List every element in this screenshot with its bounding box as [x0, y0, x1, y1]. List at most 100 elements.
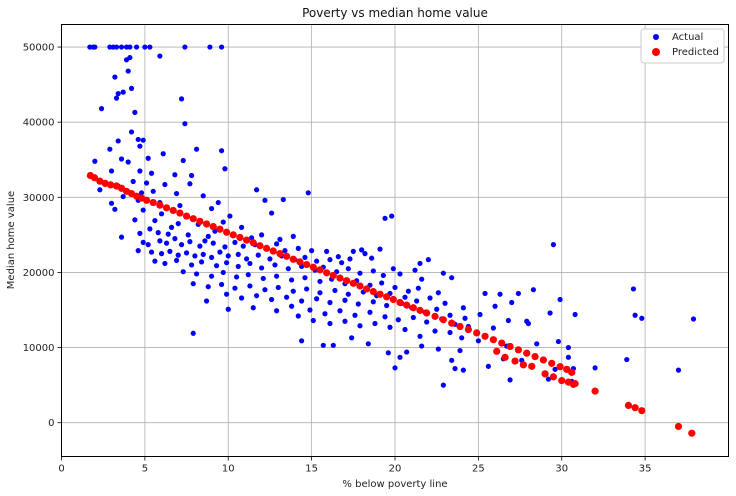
actual-point	[477, 311, 483, 318]
actual-point	[314, 258, 320, 264]
actual-point	[277, 236, 283, 242]
predicted-point	[149, 198, 157, 207]
actual-point	[197, 243, 203, 249]
predicted-point	[101, 179, 109, 188]
actual-point	[137, 143, 143, 149]
actual-point	[432, 328, 438, 334]
actual-point	[248, 235, 255, 241]
actual-point	[435, 290, 441, 296]
predicted-point	[569, 380, 578, 388]
actual-point	[284, 294, 290, 300]
actual-point	[205, 233, 211, 239]
actual-point	[152, 217, 158, 224]
actual-point	[148, 170, 155, 176]
actual-point	[330, 342, 336, 348]
predicted-point	[674, 422, 683, 431]
actual-point	[405, 288, 411, 294]
predicted-point	[506, 342, 514, 351]
actual-point	[140, 207, 146, 213]
predicted-point	[523, 349, 531, 357]
actual-point	[485, 363, 491, 369]
actual-point	[175, 252, 181, 258]
actual-point	[490, 325, 496, 331]
x-tick-label: 25	[472, 464, 485, 475]
predicted-point	[182, 212, 191, 220]
actual-point	[210, 240, 216, 246]
actual-point	[280, 196, 286, 203]
actual-point	[172, 172, 178, 178]
actual-point	[295, 313, 301, 319]
actual-point	[267, 256, 273, 262]
actual-point	[414, 298, 420, 304]
actual-point	[417, 260, 423, 267]
actual-point	[460, 367, 466, 373]
actual-point	[200, 251, 206, 257]
actual-point	[492, 303, 498, 309]
actual-point	[322, 311, 328, 317]
actual-point	[223, 291, 230, 297]
actual-point	[475, 338, 481, 344]
actual-point	[182, 44, 188, 50]
legend-label-predicted: Predicted	[672, 47, 719, 58]
actual-point	[355, 301, 361, 307]
actual-point	[208, 205, 215, 212]
actual-point	[332, 287, 338, 294]
actual-point	[259, 232, 265, 238]
actual-point	[180, 157, 186, 164]
predicted-point	[142, 196, 151, 204]
actual-point	[365, 341, 371, 347]
actual-point	[320, 342, 326, 348]
actual-point	[565, 354, 572, 360]
predicted-point	[107, 181, 115, 189]
actual-point	[97, 187, 103, 193]
actual-point	[213, 263, 220, 269]
actual-point	[193, 146, 200, 152]
actual-point	[145, 242, 151, 248]
predicted-point	[549, 373, 558, 381]
actual-point	[295, 245, 301, 251]
actual-point	[317, 278, 323, 285]
predicted-point	[196, 217, 204, 225]
x-axis-label: % below poverty line	[342, 479, 447, 490]
actual-point	[304, 286, 310, 292]
actual-point	[218, 44, 225, 50]
actual-point	[547, 310, 553, 316]
actual-point	[138, 190, 145, 196]
actual-point	[302, 254, 308, 261]
actual-point	[162, 181, 168, 188]
actual-point	[370, 268, 376, 274]
actual-point	[509, 299, 515, 306]
actual-point	[412, 267, 418, 273]
actual-point	[158, 251, 165, 257]
actual-point	[299, 298, 305, 304]
predicted-point	[202, 220, 211, 228]
y-tick-label: 10000	[23, 343, 55, 354]
actual-point	[362, 251, 368, 257]
actual-point	[440, 270, 446, 276]
actual-point	[253, 187, 260, 193]
actual-point	[369, 255, 375, 261]
predicted-point	[389, 295, 397, 304]
actual-point	[227, 213, 233, 219]
actual-point	[157, 238, 163, 244]
actual-point	[309, 248, 315, 254]
actual-point	[385, 350, 391, 356]
predicted-point	[349, 279, 357, 287]
actual-point	[352, 312, 358, 318]
actual-point	[289, 277, 295, 283]
predicted-point	[269, 247, 277, 255]
chart-title: Poverty vs median home value	[302, 6, 488, 20]
actual-point	[269, 210, 275, 216]
actual-point	[302, 275, 308, 281]
actual-point	[275, 284, 281, 291]
actual-point	[390, 266, 396, 272]
predicted-point	[336, 274, 344, 282]
actual-point	[108, 200, 115, 206]
actual-point	[392, 284, 398, 291]
actual-point	[290, 233, 296, 239]
actual-point	[233, 274, 240, 280]
actual-point	[120, 193, 126, 200]
y-tick-label: 30000	[23, 193, 55, 204]
actual-point	[379, 280, 385, 286]
